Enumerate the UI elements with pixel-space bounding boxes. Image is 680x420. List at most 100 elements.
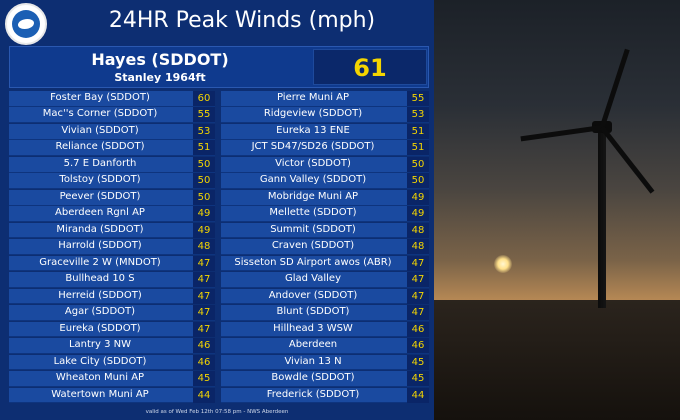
station-row: Blunt (SDDOT) 47: [221, 305, 429, 321]
station-name: Mobridge Muni AP: [267, 190, 359, 202]
station-row: Peever (SDDOT) 50: [9, 189, 215, 206]
station-value: 47: [407, 255, 429, 271]
station-row: Harrold (SDDOT) 48: [9, 239, 215, 255]
station-name: Eureka 13 ENE: [276, 124, 350, 136]
station-row: Eureka (SDDOT) 47: [9, 321, 215, 338]
station-row: Aberdeen 46: [221, 338, 429, 354]
station-value: 46: [193, 354, 215, 370]
station-row: Miranda (SDDOT) 49: [9, 222, 215, 239]
station-value: 45: [407, 371, 429, 387]
station-value: 46: [193, 338, 215, 354]
station-value: 49: [193, 222, 215, 238]
station-name: 5.7 E Danforth: [63, 157, 137, 169]
station-row: Vivian 13 N 45: [221, 354, 429, 371]
station-value: 51: [407, 123, 429, 139]
station-name: Andover (SDDOT): [268, 289, 358, 301]
station-name: Aberdeen Rgnl AP: [55, 207, 145, 219]
station-row: Watertown Muni AP 44: [9, 387, 215, 404]
station-value: 53: [407, 107, 429, 123]
station-row: Frederick (SDDOT) 44: [221, 387, 429, 404]
station-value: 44: [193, 387, 215, 403]
station-value: 49: [407, 206, 429, 222]
station-value: 46: [407, 338, 429, 354]
station-row: Ridgeview (SDDOT) 53: [221, 107, 429, 124]
station-row: Lantry 3 NW 46: [9, 338, 215, 354]
station-name: Miranda (SDDOT): [56, 223, 144, 235]
station-value: 47: [193, 321, 215, 337]
station-name: Wheaton Muni AP: [55, 372, 145, 384]
featured-station-value: 61: [353, 54, 387, 82]
station-name: Graceville 2 W (MNDOT): [39, 256, 161, 268]
station-row: Mac''s Corner (SDDOT) 55: [9, 107, 215, 124]
station-row: Herreid (SDDOT) 47: [9, 288, 215, 305]
station-value: 47: [193, 305, 215, 321]
station-row: Gann Valley (SDDOT) 50: [221, 173, 429, 190]
station-row: Glad Valley 47: [221, 272, 429, 288]
station-row: Craven (SDDOT) 48: [221, 239, 429, 255]
station-value: 45: [193, 371, 215, 387]
station-value: 49: [407, 189, 429, 205]
station-row: Eureka 13 ENE 51: [221, 123, 429, 140]
station-name: Pierre Muni AP: [276, 92, 350, 103]
station-row: Mellette (SDDOT) 49: [221, 206, 429, 222]
station-value: 51: [407, 140, 429, 156]
station-name: Bowdle (SDDOT): [271, 372, 355, 384]
station-value: 53: [193, 123, 215, 139]
station-row: JCT SD47/SD26 (SDDOT) 51: [221, 140, 429, 157]
station-name: Summit (SDDOT): [270, 223, 356, 235]
station-value: 50: [407, 156, 429, 172]
station-name: Glad Valley: [284, 273, 341, 285]
station-row: Foster Bay (SDDOT) 60: [9, 91, 215, 107]
station-name: Lantry 3 NW: [68, 339, 132, 351]
station-name: Lake City (SDDOT): [53, 355, 147, 367]
station-row: 5.7 E Danforth 50: [9, 156, 215, 173]
station-name: Vivian (SDDOT): [61, 124, 139, 136]
station-value: 47: [407, 288, 429, 304]
turbine-blade-up: [599, 48, 630, 129]
station-name: Victor (SDDOT): [275, 157, 351, 169]
station-value: 48: [193, 239, 215, 255]
station-value: 44: [407, 387, 429, 403]
station-value: 49: [193, 206, 215, 222]
panel-title: 24HR Peak Winds (mph): [108, 8, 376, 33]
station-name: Aberdeen: [288, 339, 338, 351]
sun: [494, 255, 512, 273]
station-row: Tolstoy (SDDOT) 50: [9, 173, 215, 190]
station-name: Ridgeview (SDDOT): [263, 108, 363, 120]
station-value: 48: [407, 222, 429, 238]
station-value: 45: [407, 354, 429, 370]
station-row: Graceville 2 W (MNDOT) 47: [9, 255, 215, 272]
station-value: 50: [193, 156, 215, 172]
station-name: Frederick (SDDOT): [266, 388, 360, 400]
featured-station-subtitle: Stanley 1964ft: [114, 71, 206, 84]
station-value: 47: [193, 255, 215, 271]
turbine-tower: [598, 128, 606, 308]
station-value: 46: [407, 321, 429, 337]
station-name: Sisseton SD Airport awos (ABR): [234, 256, 392, 268]
station-row: Mobridge Muni AP 49: [221, 189, 429, 206]
station-value: 47: [407, 272, 429, 288]
station-name: Vivian 13 N: [284, 355, 342, 367]
station-value: 51: [193, 140, 215, 156]
station-row: Pierre Muni AP 55: [221, 91, 429, 107]
ground: [434, 300, 680, 420]
station-name: Agar (SDDOT): [64, 306, 136, 318]
station-row: Bullhead 10 S 47: [9, 272, 215, 288]
station-row: Lake City (SDDOT) 46: [9, 354, 215, 371]
nws-logo-icon: [5, 3, 47, 45]
station-row: Summit (SDDOT) 48: [221, 222, 429, 239]
station-row: Bowdle (SDDOT) 45: [221, 371, 429, 387]
station-row: Sisseton SD Airport awos (ABR) 47: [221, 255, 429, 272]
station-name: Foster Bay (SDDOT): [50, 92, 150, 103]
station-name: JCT SD47/SD26 (SDDOT): [251, 141, 375, 153]
station-name: Harrold (SDDOT): [58, 240, 142, 252]
featured-station-name: Hayes (SDDOT): [91, 50, 229, 69]
station-value: 48: [407, 239, 429, 255]
station-name: Hillhead 3 WSW: [273, 322, 353, 334]
station-name: Mac''s Corner (SDDOT): [42, 108, 158, 120]
station-value: 55: [407, 91, 429, 106]
station-name: Craven (SDDOT): [271, 240, 355, 252]
station-value: 60: [193, 91, 215, 106]
station-value: 50: [193, 173, 215, 189]
station-value: 47: [407, 305, 429, 321]
